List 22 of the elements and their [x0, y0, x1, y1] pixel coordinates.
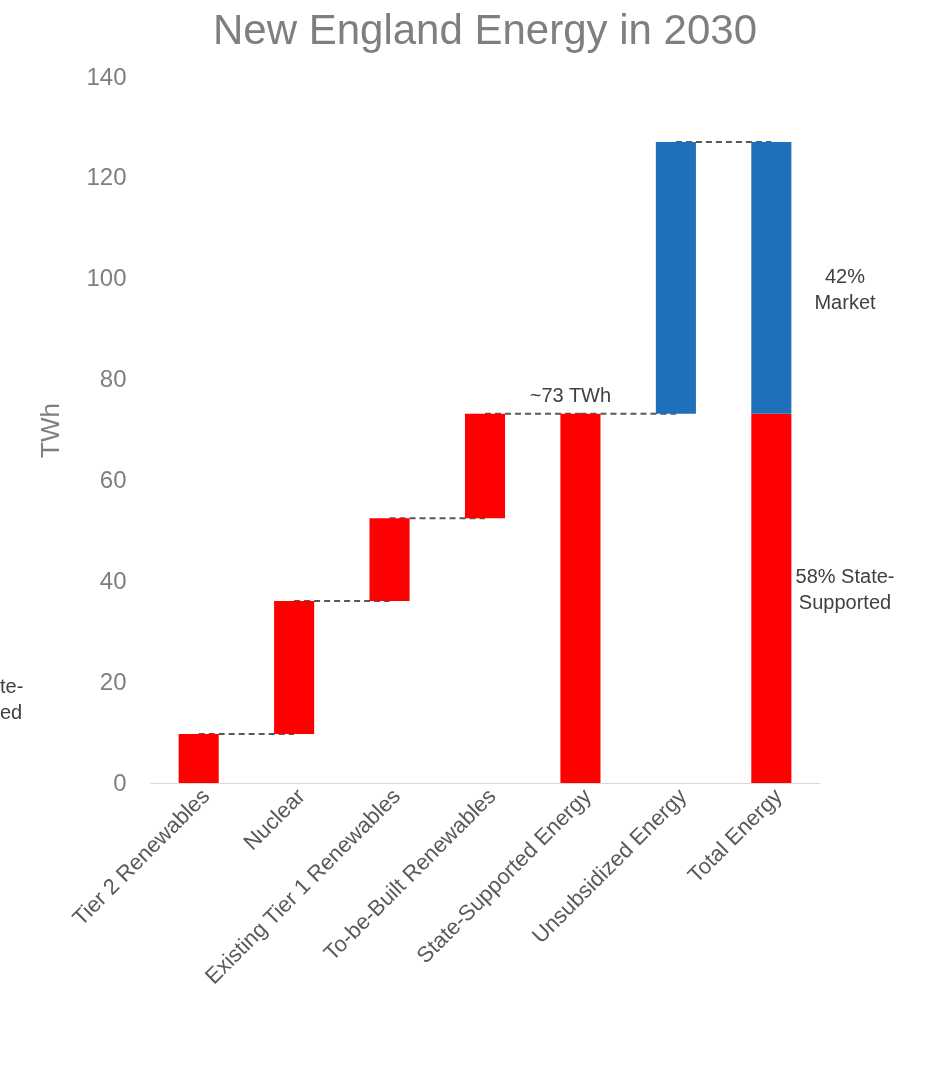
y-tick-label: 40 [99, 566, 127, 594]
y-tick-label: 20 [99, 667, 127, 695]
bar [560, 413, 601, 783]
bar [655, 142, 696, 414]
bar [178, 734, 219, 783]
text: te- ed [0, 675, 24, 723]
annotation: 42% Market [814, 265, 876, 313]
annotation: 58% State- Supported [795, 565, 895, 613]
bar [274, 600, 315, 735]
bar [751, 142, 792, 414]
y-tick-label: 100 [86, 264, 127, 292]
y-tick-label: 140 [86, 62, 127, 90]
y-tick-label: 0 [113, 768, 127, 796]
y-tick-label: 120 [86, 163, 127, 191]
y-tick-label: 60 [99, 465, 127, 493]
chart-title: New England Energy in 2030 [212, 6, 758, 53]
annotation: ~73 TWh [529, 383, 612, 406]
bar [751, 413, 792, 783]
y-tick-label: 80 [99, 365, 127, 393]
bar [464, 413, 506, 519]
bar [369, 518, 410, 601]
y-axis-title: TWh [35, 403, 66, 458]
